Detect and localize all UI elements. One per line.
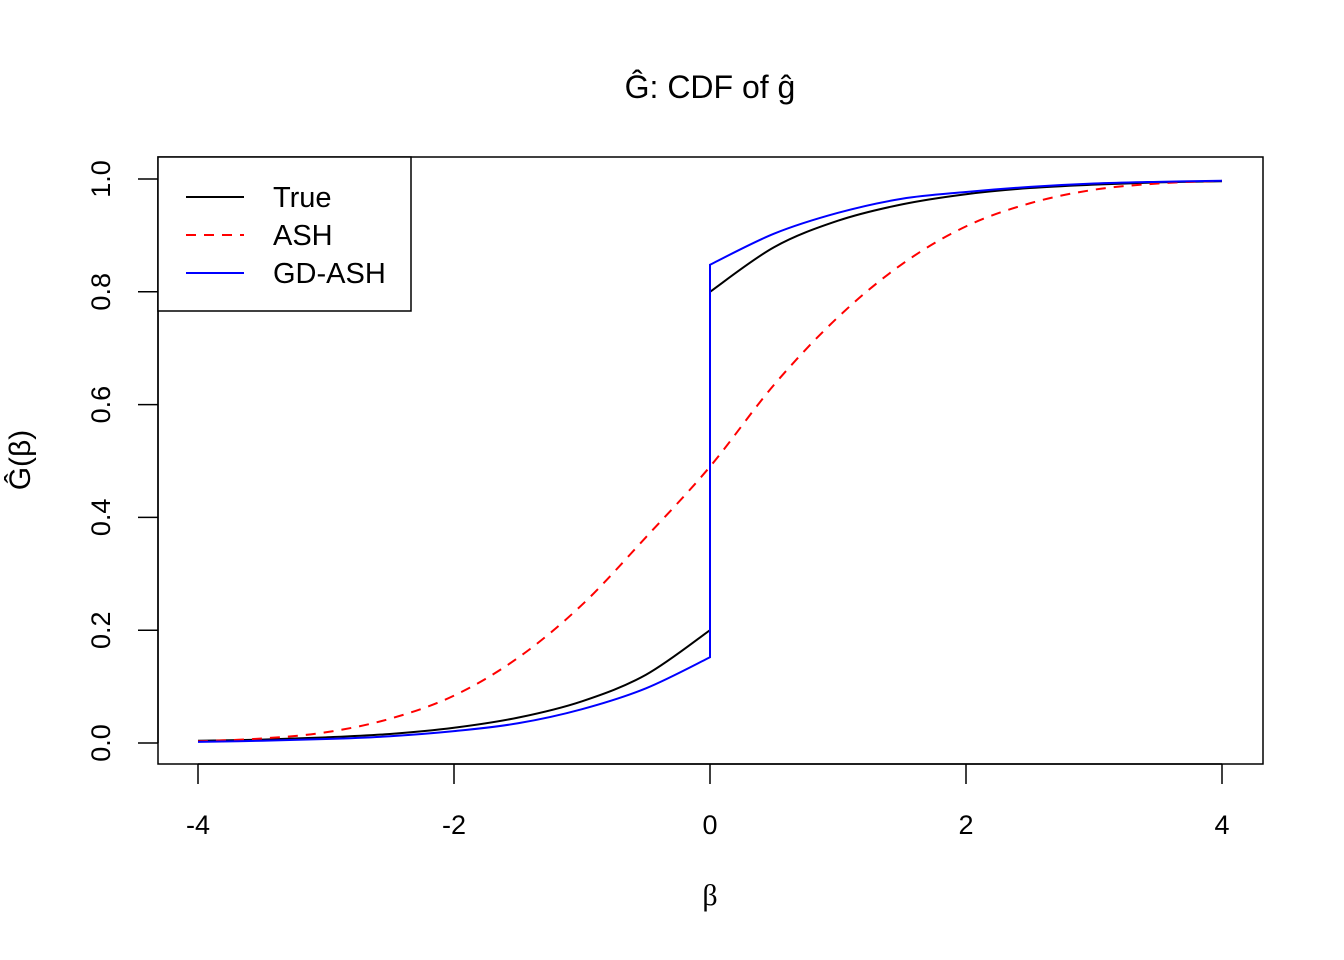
y-tick-label: 0.4 bbox=[86, 499, 116, 537]
x-tick-label: -2 bbox=[442, 810, 466, 840]
x-axis-label: β bbox=[702, 879, 717, 912]
y-tick-label: 1.0 bbox=[86, 160, 116, 198]
legend: True ASH GD-ASH bbox=[157, 156, 412, 312]
x-tick-label: 0 bbox=[702, 810, 717, 840]
legend-box bbox=[157, 156, 412, 312]
x-axis: -4 -2 0 2 4 bbox=[186, 763, 1230, 840]
y-tick-label: 0.6 bbox=[86, 386, 116, 424]
legend-label: GD-ASH bbox=[273, 258, 386, 290]
y-tick-label: 0.2 bbox=[86, 611, 116, 649]
x-tick-label: 2 bbox=[958, 810, 973, 840]
y-axis: 0.0 0.2 0.4 0.6 0.8 1.0 bbox=[86, 160, 159, 762]
x-tick-label: -4 bbox=[186, 810, 210, 840]
series-line-gd-ash bbox=[197, 179, 1223, 743]
series-line-ash bbox=[197, 179, 1223, 743]
x-tick-label: 4 bbox=[1214, 810, 1229, 840]
legend-label: ASH bbox=[273, 220, 333, 252]
chart-title: Ĝ: CDF of ĝ bbox=[625, 69, 796, 105]
y-tick-label: 0.8 bbox=[86, 273, 116, 311]
series-lines bbox=[197, 179, 1223, 743]
legend-label: True bbox=[273, 182, 332, 214]
y-tick-label: 0.0 bbox=[86, 724, 116, 762]
y-axis-label: Ĝ(β) bbox=[3, 430, 37, 491]
